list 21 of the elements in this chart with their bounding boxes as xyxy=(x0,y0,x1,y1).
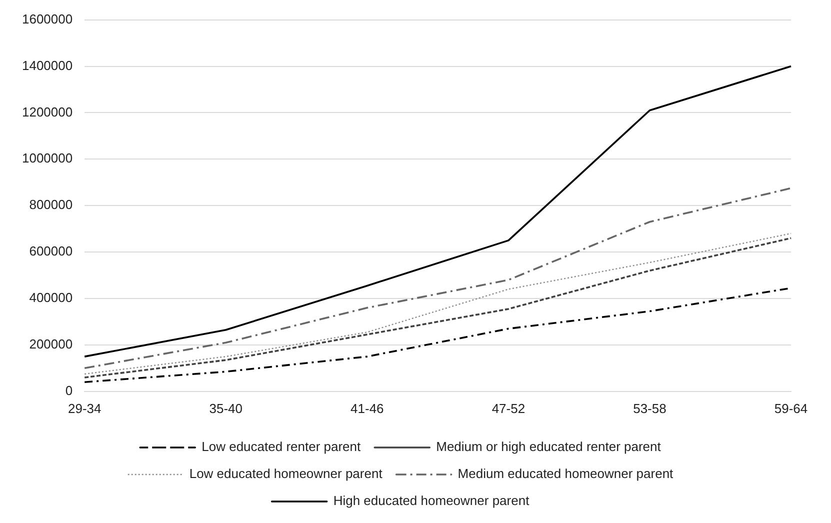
x-tick-label: 35-40 xyxy=(209,400,243,416)
y-tick-label: 200000 xyxy=(29,336,73,352)
x-tick-label: 29-34 xyxy=(68,400,102,416)
legend-label: Low educated homeowner parent xyxy=(189,466,383,482)
x-tick-label: 47-52 xyxy=(492,400,526,416)
y-tick-label: 0 xyxy=(65,382,73,398)
x-tick-label: 53-58 xyxy=(633,400,666,416)
y-tick-label: 1000000 xyxy=(22,150,73,166)
y-tick-label: 600000 xyxy=(29,244,73,259)
y-tick-label: 1400000 xyxy=(22,58,73,73)
legend-label: High educated homeowner parent xyxy=(333,493,530,508)
y-tick-label: 800000 xyxy=(29,197,73,212)
legend-label: Medium educated homeowner parent xyxy=(458,466,674,482)
y-tick-label: 1600000 xyxy=(22,11,73,26)
x-tick-label: 41-46 xyxy=(350,400,384,416)
legend-label: Low educated renter parent xyxy=(202,439,362,454)
x-tick-label: 59-64 xyxy=(774,400,808,416)
legend-label: Medium or high educated renter parent xyxy=(436,439,662,454)
y-tick-label: 400000 xyxy=(29,290,73,306)
y-tick-label: 1200000 xyxy=(22,104,73,120)
line-series xyxy=(84,187,792,370)
